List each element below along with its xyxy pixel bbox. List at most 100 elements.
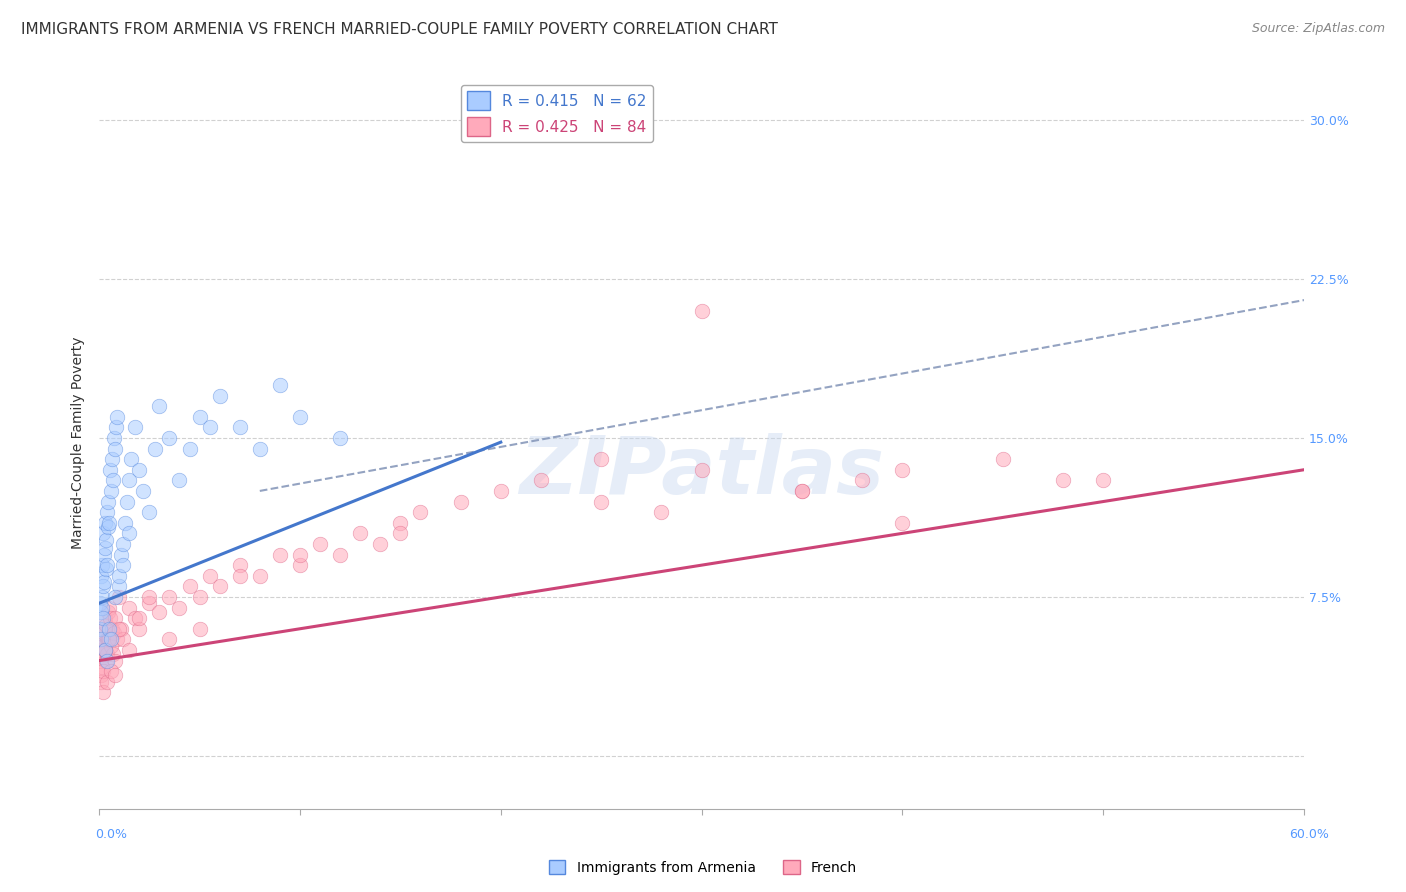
Point — [108, 622, 131, 636]
Point — [91, 526, 114, 541]
Point — [90, 632, 112, 647]
Point — [118, 643, 141, 657]
Point — [104, 611, 127, 625]
Point — [94, 562, 117, 576]
Point — [90, 660, 112, 674]
Point — [891, 463, 914, 477]
Point — [98, 622, 121, 636]
Point — [128, 611, 150, 625]
Point — [288, 558, 311, 573]
Point — [329, 431, 352, 445]
Point — [90, 605, 112, 619]
Point — [98, 463, 121, 477]
Point — [530, 473, 553, 487]
Point — [143, 442, 166, 456]
Point — [108, 579, 131, 593]
Point — [104, 668, 127, 682]
Point — [98, 611, 121, 625]
Point — [1052, 473, 1074, 487]
Point — [117, 494, 139, 508]
Point — [591, 494, 613, 508]
Point — [96, 647, 118, 661]
Point — [104, 442, 127, 456]
Point — [690, 463, 713, 477]
Point — [89, 654, 111, 668]
Point — [100, 632, 122, 647]
Point — [96, 505, 118, 519]
Point — [389, 516, 412, 530]
Point — [103, 431, 125, 445]
Point — [349, 526, 371, 541]
Point — [309, 537, 332, 551]
Legend: R = 0.415   N = 62, R = 0.425   N = 84: R = 0.415 N = 62, R = 0.425 N = 84 — [461, 85, 652, 142]
Point — [90, 674, 112, 689]
Point — [97, 494, 120, 508]
Point — [198, 568, 221, 582]
Point — [94, 516, 117, 530]
Point — [105, 420, 128, 434]
Point — [91, 600, 114, 615]
Point — [790, 483, 813, 498]
Point — [112, 558, 135, 573]
Point — [97, 605, 120, 619]
Point — [179, 579, 201, 593]
Point — [138, 505, 160, 519]
Point — [790, 483, 813, 498]
Text: ZIPatlas: ZIPatlas — [519, 434, 884, 511]
Point — [101, 452, 124, 467]
Point — [188, 590, 211, 604]
Point — [228, 420, 250, 434]
Point — [249, 442, 271, 456]
Point — [188, 622, 211, 636]
Point — [93, 622, 115, 636]
Point — [100, 664, 122, 678]
Point — [269, 378, 291, 392]
Point — [89, 622, 111, 636]
Point — [288, 409, 311, 424]
Point — [96, 654, 118, 668]
Point — [94, 611, 117, 625]
Point — [157, 632, 180, 647]
Point — [90, 590, 112, 604]
Point — [91, 664, 114, 678]
Point — [108, 568, 131, 582]
Point — [124, 611, 146, 625]
Point — [91, 611, 114, 625]
Point — [169, 473, 191, 487]
Point — [409, 505, 432, 519]
Point — [118, 600, 141, 615]
Point — [98, 516, 121, 530]
Point — [90, 643, 112, 657]
Point — [132, 483, 155, 498]
Point — [93, 548, 115, 562]
Point — [89, 596, 111, 610]
Point — [96, 674, 118, 689]
Point — [110, 622, 132, 636]
Point — [208, 388, 231, 402]
Point — [249, 568, 271, 582]
Point — [98, 632, 121, 647]
Point — [389, 526, 412, 541]
Point — [288, 548, 311, 562]
Point — [650, 505, 672, 519]
Text: 60.0%: 60.0% — [1289, 828, 1329, 840]
Point — [104, 654, 127, 668]
Point — [128, 622, 150, 636]
Point — [179, 442, 201, 456]
Point — [91, 579, 114, 593]
Point — [228, 558, 250, 573]
Text: 0.0%: 0.0% — [96, 828, 128, 840]
Point — [198, 420, 221, 434]
Point — [891, 516, 914, 530]
Point — [91, 632, 114, 647]
Point — [97, 632, 120, 647]
Point — [991, 452, 1014, 467]
Point — [128, 463, 150, 477]
Point — [228, 568, 250, 582]
Point — [96, 533, 118, 547]
Point — [124, 420, 146, 434]
Point — [96, 617, 118, 632]
Point — [91, 558, 114, 573]
Point — [94, 643, 117, 657]
Point — [105, 409, 128, 424]
